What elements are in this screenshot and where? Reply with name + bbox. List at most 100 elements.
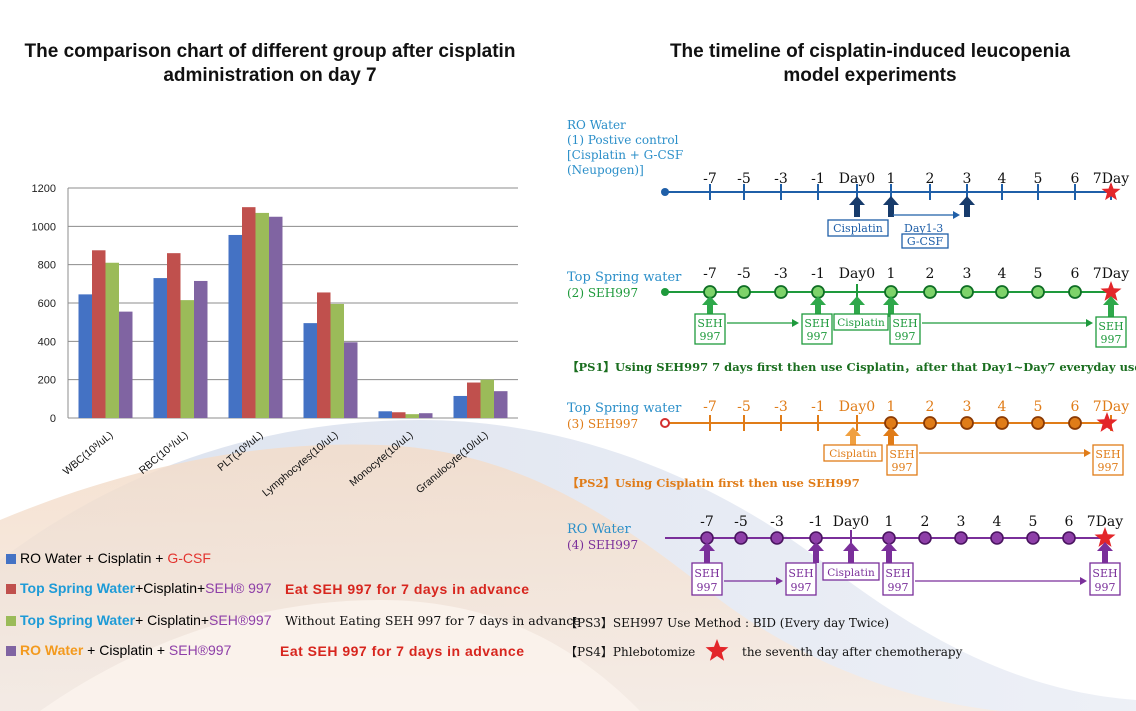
group-1-subtitle: (1) Postive control bbox=[567, 133, 679, 147]
dose-dot bbox=[774, 285, 788, 299]
arrow-up-icon-stem bbox=[888, 436, 894, 448]
bar bbox=[255, 212, 269, 418]
y-tick-label: 0 bbox=[50, 413, 56, 425]
dose-dot bbox=[770, 531, 784, 545]
legend-3-part-1: Top Spring Water bbox=[20, 612, 136, 628]
seh-box bbox=[889, 313, 921, 345]
timeline-group-4: RO Water(4) SEH997 -7 -5 -3 -1 Day0 1 2 3 4 5 6 7Day… bbox=[567, 514, 1123, 596]
x-category-label: PLT(10³/uL) bbox=[215, 429, 265, 474]
day-label: -3 bbox=[774, 399, 788, 415]
seh-number: 997 bbox=[1101, 333, 1122, 346]
day-range-label: Day1-3 bbox=[904, 222, 943, 235]
group-1-treatment: [Cisplatin + G-CSF bbox=[567, 148, 683, 162]
legend-2-note: Eat SEH 997 for 7 days in advance bbox=[285, 581, 530, 597]
chart-bars bbox=[78, 207, 508, 418]
day-label: -1 bbox=[811, 266, 825, 282]
arrow-up-icon bbox=[1097, 542, 1113, 551]
arrow-up-icon-stem bbox=[813, 551, 819, 563]
day-label: 6 bbox=[1071, 399, 1080, 415]
bar bbox=[317, 292, 331, 418]
seh-number: 997 bbox=[888, 581, 909, 594]
day-label: 5 bbox=[1034, 399, 1043, 415]
bar bbox=[378, 411, 392, 418]
seh-box bbox=[785, 562, 817, 596]
arrow-up-icon-stem bbox=[964, 205, 970, 217]
legend-2-part-1: Top Spring Water bbox=[20, 580, 136, 596]
dose-dot bbox=[918, 531, 932, 545]
day-label: 6 bbox=[1071, 266, 1080, 282]
bar bbox=[467, 382, 481, 418]
legend-2-part-3: SEH® 997 bbox=[205, 580, 272, 596]
day-label: -7 bbox=[703, 266, 717, 282]
bar bbox=[119, 311, 133, 418]
day-label: 7Day bbox=[1093, 399, 1129, 415]
arrow-right-icon bbox=[792, 319, 799, 327]
arrow-right-icon bbox=[776, 577, 783, 585]
day-label: 6 bbox=[1071, 171, 1080, 187]
timeline-group-3: Top Spring water(3) SEH997 -7 -5 -3 -1 Day0 1 2… bbox=[567, 399, 1129, 490]
bar bbox=[480, 379, 494, 418]
legend-2-part-2: +Cisplatin+ bbox=[135, 580, 206, 596]
cisplatin-label: Cisplatin bbox=[837, 317, 885, 329]
arrow-up-icon bbox=[699, 542, 715, 551]
legend-1-part-1: RO Water + Cisplatin + bbox=[20, 550, 168, 566]
chart-grid bbox=[67, 187, 518, 419]
ps2-note: 【PS2】Using Cisplatin first then use SEH9… bbox=[567, 476, 860, 490]
cisplatin-label: Cisplatin bbox=[827, 567, 875, 579]
arrow-up-icon-stem bbox=[888, 205, 894, 217]
day-label: 7Day bbox=[1093, 171, 1129, 187]
seh-number: 997 bbox=[895, 330, 916, 343]
gcsf-box bbox=[901, 233, 949, 249]
dose-dot bbox=[1031, 285, 1045, 299]
bar-chart: 0 200 400 600 800 1000 1200 WBC(10³/uL) RBC(10⁴… bbox=[32, 183, 518, 499]
legend-3-note: Without Eating SEH 997 for 7 days in adv… bbox=[285, 613, 581, 628]
arrow-right-icon bbox=[1086, 319, 1093, 327]
day-label: 5 bbox=[1034, 171, 1043, 187]
bar bbox=[180, 300, 194, 418]
right-timeline-title: The timeline of cisplatin-induced leucop… bbox=[669, 41, 1071, 86]
day-label: 3 bbox=[963, 266, 972, 282]
seh-label: SEH bbox=[892, 317, 917, 330]
day-label: -5 bbox=[737, 266, 751, 282]
dose-dot bbox=[1062, 531, 1076, 545]
bar bbox=[167, 253, 181, 418]
left-chart-title: The comparison chart of different group … bbox=[24, 41, 516, 86]
arrow-up-icon bbox=[810, 296, 826, 305]
day-label: Day0 bbox=[839, 399, 875, 415]
arrow-up-icon-stem bbox=[815, 305, 821, 317]
ps4-note-tail: the seventh day after chemotherapy bbox=[742, 645, 963, 659]
arrow-up-icon-stem bbox=[1108, 305, 1114, 317]
y-tick-label: 600 bbox=[38, 298, 56, 310]
bar bbox=[344, 342, 358, 418]
seh-label: SEH bbox=[1098, 320, 1123, 333]
bar bbox=[78, 294, 92, 418]
seh-label: SEH bbox=[697, 317, 722, 330]
arrow-up-icon-stem bbox=[848, 551, 854, 563]
start-dot bbox=[661, 288, 669, 296]
day-label: -3 bbox=[774, 171, 788, 187]
x-category-label: RBC(10⁴/uL) bbox=[137, 429, 191, 477]
chart-y-ticks: 0 200 400 600 800 1000 1200 bbox=[32, 183, 56, 425]
day-label: -3 bbox=[770, 514, 784, 530]
dose-dot bbox=[954, 531, 968, 545]
group-3-title: Top Spring water bbox=[567, 401, 682, 416]
arrow-up-icon bbox=[883, 196, 899, 205]
legend-item-2: Top Spring Water+Cisplatin+SEH® 997 bbox=[6, 580, 272, 604]
cisplatin-label: Cisplatin bbox=[833, 222, 883, 235]
legend-1-part-2: G-CSF bbox=[167, 550, 211, 566]
x-category-label: Monocyte(10/uL) bbox=[347, 429, 415, 489]
legend-swatch-blue bbox=[6, 554, 16, 565]
day-label: 2 bbox=[926, 399, 935, 415]
seh-box bbox=[801, 313, 833, 345]
group-4-title: RO Water bbox=[567, 522, 631, 537]
legend-3-part-2: + Cisplatin+ bbox=[135, 612, 210, 628]
ps1-note: 【PS1】Using SEH997 7 days first then use … bbox=[567, 360, 1136, 374]
bar bbox=[194, 280, 208, 418]
star-icon bbox=[1100, 281, 1122, 301]
bar bbox=[453, 395, 467, 418]
bar bbox=[330, 303, 344, 418]
bar bbox=[228, 234, 242, 418]
arrow-right-icon bbox=[1080, 577, 1087, 585]
arrow-up-icon bbox=[1103, 296, 1119, 305]
